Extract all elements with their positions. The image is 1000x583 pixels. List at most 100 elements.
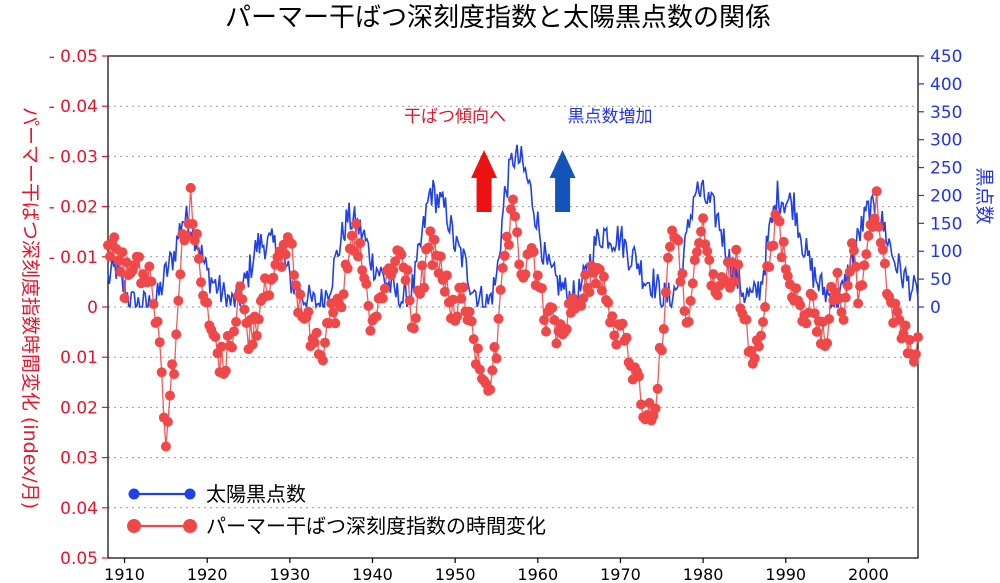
series-pdsi-point <box>685 295 696 306</box>
series-pdsi-point <box>749 353 760 364</box>
series-pdsi-point <box>160 441 171 452</box>
y-right-tick-label: 300 <box>930 131 962 151</box>
series-pdsi-point <box>171 329 182 340</box>
series-pdsi-point <box>346 230 357 241</box>
series-pdsi-point <box>673 235 684 246</box>
legend-label-pdsi: パーマー干ばつ深刻度指数の時間変化 <box>206 514 546 538</box>
series-pdsi-point <box>474 364 485 375</box>
series-pdsi-point <box>857 280 868 291</box>
y-axis-left-label: パーマー干ばつ深刻度指数時間変化 (index/月) <box>19 107 41 509</box>
series-pdsi-point <box>801 318 812 329</box>
series-pdsi-point <box>379 283 390 294</box>
x-tick-label: 1990 <box>765 565 806 583</box>
series-pdsi-point <box>776 252 787 263</box>
series-pdsi-point <box>809 308 820 319</box>
series-pdsi-point <box>689 255 700 266</box>
series-pdsi-point <box>146 276 157 287</box>
series-pdsi-point <box>134 252 144 262</box>
series-pdsi-point <box>371 311 382 322</box>
series-pdsi-point <box>351 218 361 229</box>
series-pdsi-point <box>264 290 275 301</box>
series-pdsi-point <box>115 266 126 277</box>
series-pdsi-point <box>435 251 446 262</box>
series-pdsi-point <box>596 285 607 296</box>
series-pdsi-point <box>520 269 531 280</box>
annotation-sunspot: 黒点数増加 <box>568 107 653 127</box>
series-pdsi-point <box>175 269 186 280</box>
series-pdsi-point <box>363 300 374 311</box>
series-pdsi-point <box>229 326 239 337</box>
series-pdsi-point <box>603 297 614 308</box>
series-pdsi-point <box>317 355 328 366</box>
series-pdsi-point <box>547 302 558 313</box>
series-pdsi-point <box>173 295 184 306</box>
series-pdsi-point <box>578 293 589 304</box>
series-pdsi-point <box>220 365 231 376</box>
series-pdsi-point <box>185 182 196 193</box>
series-pdsi-point <box>871 186 882 197</box>
series-pdsi-point <box>448 294 459 305</box>
series-pdsi-point <box>499 250 510 261</box>
series-pdsi-point <box>425 226 436 237</box>
series-pdsi-point <box>429 234 440 245</box>
y-left-tick-label: 0.05 <box>60 549 98 569</box>
series-pdsi-point <box>456 293 467 304</box>
series-pdsi-point <box>295 289 306 300</box>
series-pdsi-point <box>253 314 264 325</box>
y-axis-left-label-group: パーマー干ばつ深刻度指数時間変化 (index/月) <box>19 107 41 509</box>
annotation-drought: 干ばつ傾向へ <box>404 107 506 127</box>
series-pdsi-point <box>156 367 167 378</box>
series-pdsi-point <box>512 227 523 238</box>
series-pdsi-point <box>503 239 514 250</box>
series-pdsi-point <box>417 260 428 271</box>
series-pdsi-point <box>741 314 752 325</box>
series-pdsi-point <box>311 327 322 338</box>
series-pdsi-point <box>468 334 479 345</box>
series-pdsi-point <box>532 270 543 281</box>
series-pdsi-point <box>487 365 498 376</box>
series-pdsi-point <box>452 311 463 322</box>
series-pdsi-point <box>165 390 175 401</box>
y-right-tick-label: 350 <box>930 103 962 123</box>
y-right-tick-label: 450 <box>930 47 962 67</box>
x-tick-label: 1910 <box>104 565 145 583</box>
y-left-tick-label: 0.02 <box>60 398 98 418</box>
series-pdsi-point <box>181 231 192 242</box>
series-pdsi-point <box>590 278 601 289</box>
series-pdsi-point <box>113 255 124 266</box>
series-pdsi-point <box>119 293 130 303</box>
series-pdsi-point <box>357 265 368 276</box>
series-pdsi-point <box>848 245 859 256</box>
series-pdsi-point <box>869 213 880 224</box>
x-tick-label: 1950 <box>435 565 476 583</box>
series-pdsi-point <box>778 236 789 247</box>
series-pdsi-point <box>861 249 872 260</box>
series-pdsi-point <box>402 265 413 276</box>
series-pdsi-point <box>652 383 663 394</box>
series-pdsi-point <box>289 270 299 281</box>
series-pdsi-point <box>196 277 206 288</box>
series-pdsi-point <box>898 328 909 339</box>
y-axis-left-ticks: - 0.05 - 0.04 - 0.03 - 0.02 - 0.01 0 0.01 0.02 0… <box>49 47 108 569</box>
series-pdsi-point <box>464 306 475 317</box>
series-pdsi-point <box>675 276 686 287</box>
series-pdsi-point <box>247 339 258 350</box>
series-pdsi-point <box>636 399 647 410</box>
series-pdsi-point <box>497 263 508 273</box>
series-pdsi-point <box>774 216 785 227</box>
series-pdsi-point <box>768 240 779 251</box>
series-pdsi-point <box>873 221 884 232</box>
series-pdsi-point <box>330 318 341 329</box>
series-pdsi-point <box>508 194 518 205</box>
series-pdsi-point <box>698 213 709 224</box>
series-pdsi-point <box>687 278 698 289</box>
y-axis-right-label-group: 黒点数 <box>973 167 995 224</box>
series-pdsi-point <box>427 260 438 271</box>
series-pdsi-point <box>795 300 806 311</box>
series-pdsi-point <box>851 261 861 272</box>
series-pdsi-point <box>105 251 116 262</box>
series-pdsi-point <box>536 283 547 294</box>
series-pdsi-point <box>495 284 506 295</box>
legend: 太陽黒点数 パーマー干ばつ深刻度指数の時間変化 <box>127 482 546 538</box>
series-pdsi-point <box>890 298 901 309</box>
